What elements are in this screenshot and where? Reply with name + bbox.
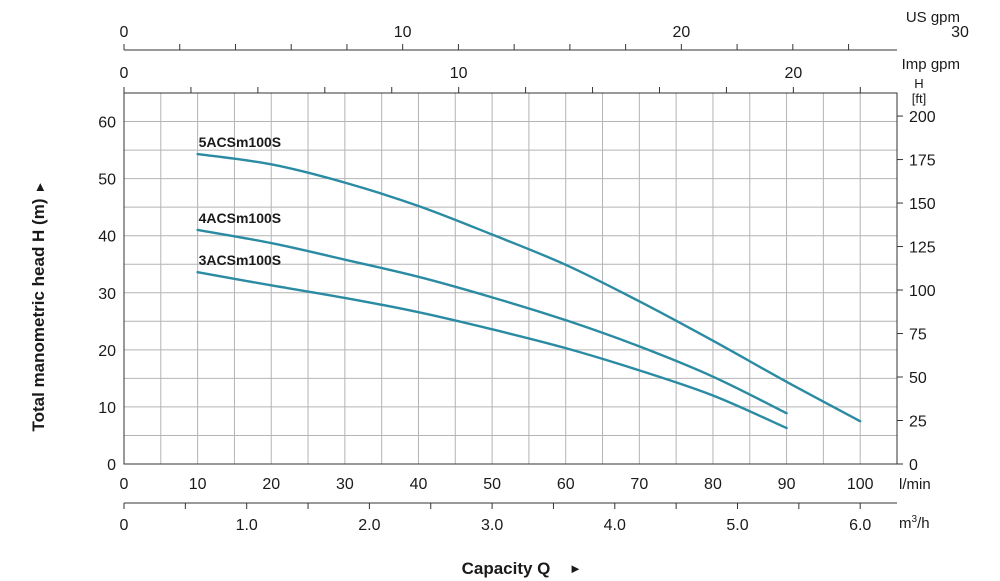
- series-label: 4ACSm100S: [199, 210, 282, 226]
- us-gpm-tick-label: 0: [120, 24, 129, 41]
- tick-labels: 0 10 20 30 40 50 60 70 80 90 100010203040506002550…: [98, 24, 969, 534]
- x-tick-label: 60: [557, 476, 575, 493]
- x-tick-label: 0: [120, 476, 129, 493]
- series-line-5ACSm100S: [196, 152, 862, 423]
- series-line-3ACSm100S: [196, 271, 788, 430]
- series-lines: 5ACSm100S 4ACSm100S 3ACSm100S: [196, 134, 862, 430]
- series-label: 3ACSm100S: [199, 252, 282, 268]
- us-gpm-tick-label: 10: [394, 24, 412, 41]
- y-tick-label: 40: [98, 229, 116, 246]
- series-label: 5ACSm100S: [199, 134, 282, 150]
- y-axis-arrow: ►: [32, 181, 47, 194]
- imp-gpm-tick-label: 0: [120, 65, 129, 82]
- us-gpm-tick-label: 20: [672, 24, 690, 41]
- m3h-tick-label: 2.0: [358, 517, 380, 534]
- y-axis-label: Total manometric head H (m): [29, 199, 48, 432]
- ft-tick-label: 0: [909, 457, 918, 474]
- x-tick-label: 10: [189, 476, 207, 493]
- ft-tick-label: 100: [909, 283, 936, 300]
- ft-tick-label: 200: [909, 109, 936, 126]
- y-tick-label: 10: [98, 400, 116, 417]
- m3h-tick-label: 6.0: [849, 517, 871, 534]
- m3h-tick-label: 1.0: [236, 517, 258, 534]
- x-tick-label: 40: [410, 476, 428, 493]
- series-line-4ACSm100S: [196, 228, 788, 415]
- ft-tick-label: 75: [909, 327, 927, 344]
- y-axis-arrow-group: ►: [32, 181, 47, 194]
- x-tick-label: 70: [630, 476, 648, 493]
- unit-imp-gpm: Imp gpm: [902, 56, 960, 73]
- x-tick-label: 90: [778, 476, 796, 493]
- ft-tick-label: 175: [909, 153, 936, 170]
- ft-tick-label: 25: [909, 414, 927, 431]
- x-tick-label: 30: [336, 476, 354, 493]
- us-gpm-tick-label: 30: [951, 24, 969, 41]
- x-axis-arrow: ►: [569, 561, 582, 576]
- m3h-tick-label: 4.0: [604, 517, 626, 534]
- unit-lmin: l/min: [899, 476, 931, 493]
- x-tick-label: 50: [483, 476, 501, 493]
- ft-tick-label: 125: [909, 240, 936, 257]
- x-tick-label: 80: [704, 476, 722, 493]
- unit-m3h-sup: 3: [912, 514, 918, 525]
- x-tick-label: 100: [847, 476, 874, 493]
- unit-ft-bottom: [ft]: [912, 91, 926, 106]
- y-tick-label: 20: [98, 343, 116, 360]
- unit-m3h: m3/h: [899, 514, 930, 532]
- y-axis-label-group: Total manometric head H (m): [29, 199, 48, 432]
- m3h-tick-label: 3.0: [481, 517, 503, 534]
- m3h-tick-label: 0: [120, 517, 129, 534]
- y-tick-label: 60: [98, 115, 116, 132]
- axes: [123, 44, 903, 509]
- unit-us-gpm: US gpm: [906, 9, 960, 26]
- m3h-tick-label: 5.0: [726, 517, 748, 534]
- ft-tick-label: 150: [909, 196, 936, 213]
- imp-gpm-tick-label: 20: [784, 65, 802, 82]
- unit-m3h-base: m: [899, 515, 912, 532]
- imp-gpm-tick-label: 10: [450, 65, 468, 82]
- ft-tick-label: 50: [909, 370, 927, 387]
- unit-ft-top: H: [914, 76, 923, 91]
- unit-m3h-tail: /h: [917, 515, 930, 532]
- x-tick-label: 20: [262, 476, 280, 493]
- y-tick-label: 0: [107, 457, 116, 474]
- plot-frame: [123, 92, 898, 465]
- x-axis-label: Capacity Q: [462, 559, 551, 578]
- y-tick-label: 30: [98, 286, 116, 303]
- y-tick-label: 50: [98, 172, 116, 189]
